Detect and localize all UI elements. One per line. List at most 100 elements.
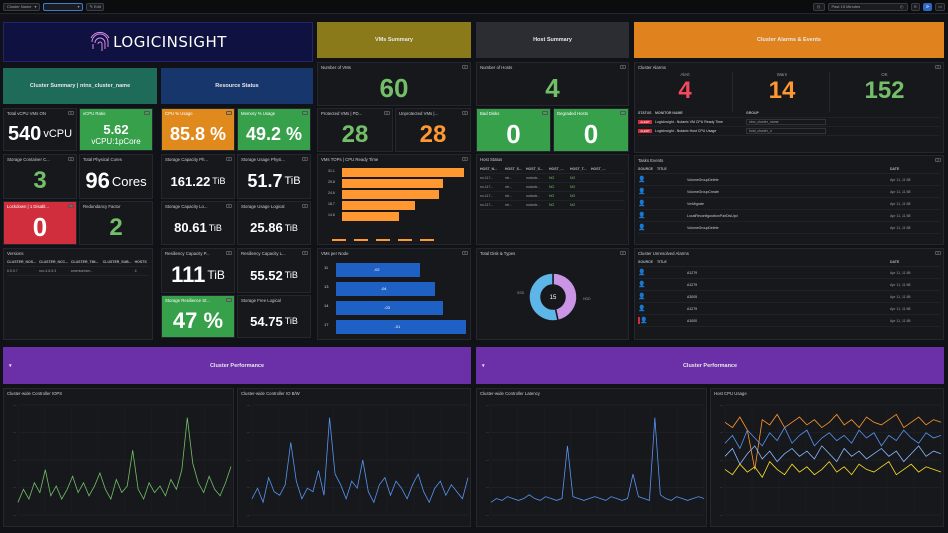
panel-menu-icon[interactable]: ≡ <box>935 251 941 255</box>
table-row[interactable]: nx-117... ntr... nutanix... NO NO <box>480 183 625 192</box>
table-row[interactable]: nx-117... ntr... nutanix... NO NO <box>480 174 625 183</box>
panel-menu-icon[interactable]: ≡ <box>302 157 308 161</box>
perf-left-banner[interactable]: ▾ Cluster Performance <box>3 347 471 384</box>
column-header[interactable]: DATE <box>890 260 900 264</box>
list-item[interactable]: 👤 VolumeGroupDelete Apr 11, 11:58 <box>638 222 940 234</box>
panel-menu-icon[interactable]: ≡ <box>462 157 468 161</box>
table-row[interactable]: ALERT LogicInsight - Nutanix VM CPU Ready… <box>638 118 940 127</box>
table-header: STATUS MONITOR NAME GROUP <box>638 109 940 118</box>
refresh-button[interactable]: ⟳ <box>922 2 933 11</box>
panel-menu-icon[interactable]: ≡ <box>462 111 468 115</box>
panel-menu-icon[interactable]: ≡ <box>226 204 232 208</box>
y-tick: — <box>486 431 489 435</box>
y-tick: — <box>247 403 250 407</box>
series-line[interactable] <box>17 417 232 503</box>
panel-menu-icon[interactable]: ≡ <box>226 251 232 255</box>
panel-menu-icon[interactable]: ≡ <box>620 251 626 255</box>
table-cell: NO <box>549 185 555 189</box>
column-header[interactable]: DATE <box>890 167 900 171</box>
view-mode-button[interactable]: ▭ <box>935 2 945 11</box>
cluster-dropdown[interactable]: Cluster Name ▾ <box>3 2 41 11</box>
panel-menu-icon[interactable]: ≡ <box>935 158 941 162</box>
perf-right-banner[interactable]: ▾ Cluster Performance <box>476 347 944 384</box>
chart-bar[interactable] <box>342 168 464 177</box>
list-item[interactable]: 👤 A1279 Apr 11, 11:58 <box>638 303 940 315</box>
panel-menu-icon[interactable]: ≡ <box>542 111 548 115</box>
panel-menu-icon[interactable]: ≡ <box>226 111 232 115</box>
zoom-out-button[interactable]: ⊖ <box>910 2 920 11</box>
edit-button[interactable]: ✎ Edit <box>86 2 104 11</box>
chart-bar[interactable] <box>336 282 436 296</box>
table-row[interactable]: ALERT LogicInsight - Nutanix Host CPU Usa… <box>638 127 940 136</box>
column-header[interactable]: CLUSTER_SUB... <box>102 260 132 264</box>
column-header[interactable]: TITLE <box>657 167 667 171</box>
alarm-ok-box[interactable]: OK 152 <box>832 72 937 112</box>
column-header[interactable]: HOST_... <box>549 167 564 171</box>
list-item[interactable]: 👤 LocalReconfigurationPairDisUpd Apr 11, 1… <box>638 210 940 222</box>
column-header[interactable]: HOST_S... <box>505 167 522 171</box>
series-line[interactable] <box>724 413 942 470</box>
column-header[interactable]: SOURCE <box>638 167 653 171</box>
chart-bar[interactable] <box>342 190 439 199</box>
list-item[interactable]: 👤 A1000 Apr 11, 11:58 <box>638 315 940 327</box>
panel-menu-icon[interactable]: ≡ <box>935 65 941 69</box>
panel-menu-icon[interactable]: ≡ <box>144 111 150 115</box>
selection-dropdown[interactable]: ▾ <box>43 2 84 11</box>
monitor-name: LogicInsight - Nutanix VM CPU Ready Time <box>655 120 723 124</box>
time-range-picker[interactable]: Past 15 Minutes ◴ <box>827 2 908 11</box>
column-header[interactable]: CLUSTER_NOS... <box>7 260 36 264</box>
column-header[interactable]: HOST_S... <box>526 167 543 171</box>
chart-bar[interactable] <box>336 263 421 277</box>
y-tick: — <box>247 513 250 517</box>
column-header[interactable]: STATUS <box>638 111 652 115</box>
chart-bar[interactable] <box>342 179 444 188</box>
list-item[interactable]: 👤 A1279 Apr 11, 11:58 <box>638 279 940 291</box>
donut-slice[interactable] <box>552 272 578 322</box>
panel-menu-icon[interactable]: ≡ <box>462 65 468 69</box>
column-header[interactable]: CLUSTER_NCC... <box>38 260 68 264</box>
panel-menu-icon[interactable]: ≡ <box>68 204 74 208</box>
chart-bar[interactable] <box>336 301 444 315</box>
table-row[interactable]: nx-117... ntr... nutanix... NO NO <box>480 192 625 201</box>
column-header[interactable]: MONITOR NAME <box>655 111 683 115</box>
panel-menu-icon[interactable]: ≡ <box>462 251 468 255</box>
list-item[interactable]: 👤 VolumeGroupDelete Apr 11, 11:58 <box>638 174 940 186</box>
list-item[interactable]: 👤 VmMigrate Apr 11, 11:58 <box>638 198 940 210</box>
chart-bar[interactable] <box>342 201 416 210</box>
alarm-warn-box[interactable]: Warn 14 <box>735 72 830 112</box>
column-header[interactable]: HOSTS <box>134 260 147 264</box>
column-header[interactable]: CLUSTER_TIM... <box>70 260 99 264</box>
panel-menu-icon[interactable]: ≡ <box>302 111 308 115</box>
column-header[interactable]: GROUP <box>746 111 759 115</box>
alarm-alert-box[interactable]: Alert 4 <box>638 72 733 112</box>
series-line[interactable] <box>490 417 705 503</box>
column-header[interactable]: SOURCE <box>638 260 653 264</box>
panel-menu-icon[interactable]: ≡ <box>620 111 626 115</box>
panel-menu-icon[interactable]: ≡ <box>620 65 626 69</box>
series-line[interactable] <box>724 426 942 450</box>
panel-menu-icon[interactable]: ≡ <box>68 157 74 161</box>
panel-menu-icon[interactable]: ≡ <box>384 111 390 115</box>
series-line[interactable] <box>724 460 942 479</box>
column-header[interactable]: HOST_N... <box>480 167 498 171</box>
panel-menu-icon[interactable]: ≡ <box>226 157 232 161</box>
table-row[interactable]: nx-117... ntr... nutanix... NO NO <box>480 201 625 210</box>
list-item[interactable]: 👤 A1279 Apr 11, 11:58 <box>638 267 940 279</box>
series-line[interactable] <box>251 417 469 504</box>
column-header[interactable]: HOST_T... <box>570 167 587 171</box>
column-header[interactable]: HOST_... <box>591 167 606 171</box>
column-header[interactable]: TITLE <box>657 260 667 264</box>
donut-slice[interactable] <box>528 272 559 322</box>
list-item[interactable]: 👤 A3005 Apr 11, 11:58 <box>638 291 940 303</box>
time-shift-button[interactable]: ◷ <box>812 2 825 11</box>
panel-menu-icon[interactable]: ≡ <box>68 111 74 115</box>
series-line[interactable] <box>724 445 942 465</box>
panel-menu-icon[interactable]: ≡ <box>302 251 308 255</box>
chart-bar[interactable] <box>342 212 400 221</box>
panel-menu-icon[interactable]: ≡ <box>302 204 308 208</box>
total-vcpu-value-wrap: 540 vCPU <box>4 118 76 150</box>
list-item[interactable]: 👤 VolumeGroupCreate Apr 11, 11:58 <box>638 186 940 198</box>
chart-bar[interactable] <box>336 320 466 334</box>
y-tick: — <box>247 486 250 490</box>
panel-menu-icon[interactable]: ≡ <box>226 298 232 302</box>
